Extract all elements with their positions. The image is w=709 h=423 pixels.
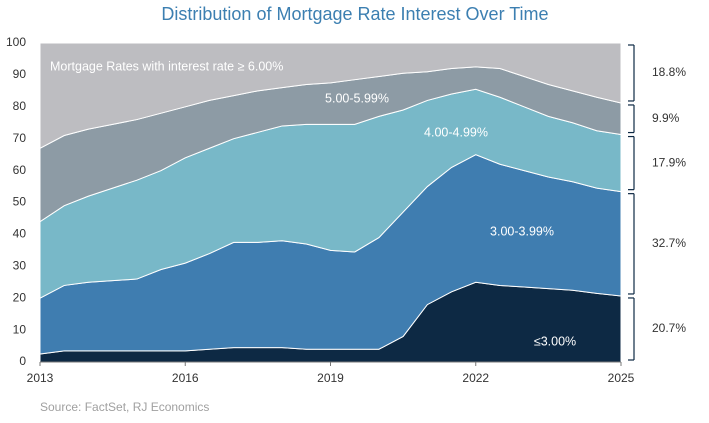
y-tick-label: 40 <box>13 227 27 241</box>
source: Source: FactSet, RJ Economics <box>40 400 209 414</box>
x-tick-label: 2016 <box>172 371 199 385</box>
y-tick-label: 90 <box>13 67 27 81</box>
series-label: 5.00-5.99% <box>325 91 389 105</box>
y-tick-label: 10 <box>13 322 27 336</box>
y-tick-label: 50 <box>13 195 27 209</box>
y-tick-label: 20 <box>13 290 27 304</box>
end-label: 18.8% <box>652 65 686 79</box>
area <box>39 42 622 150</box>
end-label: 32.7% <box>652 236 686 250</box>
y-tick-label: 30 <box>13 258 27 272</box>
x-tick-label: 2025 <box>608 371 635 385</box>
x-tick-label: 2013 <box>27 371 54 385</box>
series-label: ≤3.00% <box>534 334 576 348</box>
y-tick-label: 100 <box>6 35 26 49</box>
end-label: 17.9% <box>652 155 686 169</box>
end-label: 9.9% <box>652 111 680 125</box>
series-label: Mortgage Rates with interest rate ≥ 6.00… <box>50 59 283 73</box>
x-tick-label: 2022 <box>462 371 489 385</box>
chart-title: Distribution of Mortgage Rate Interest O… <box>161 4 548 24</box>
end-label: 20.7% <box>652 321 686 335</box>
series-label: 3.00-3.99% <box>490 224 554 238</box>
y-tick-label: 80 <box>13 99 27 113</box>
series-label: 4.00-4.99% <box>424 125 488 139</box>
x-tick-label: 2019 <box>317 371 344 385</box>
y-tick-label: 0 <box>19 354 26 368</box>
y-tick-label: 60 <box>13 163 27 177</box>
y-tick-label: 70 <box>13 131 27 145</box>
